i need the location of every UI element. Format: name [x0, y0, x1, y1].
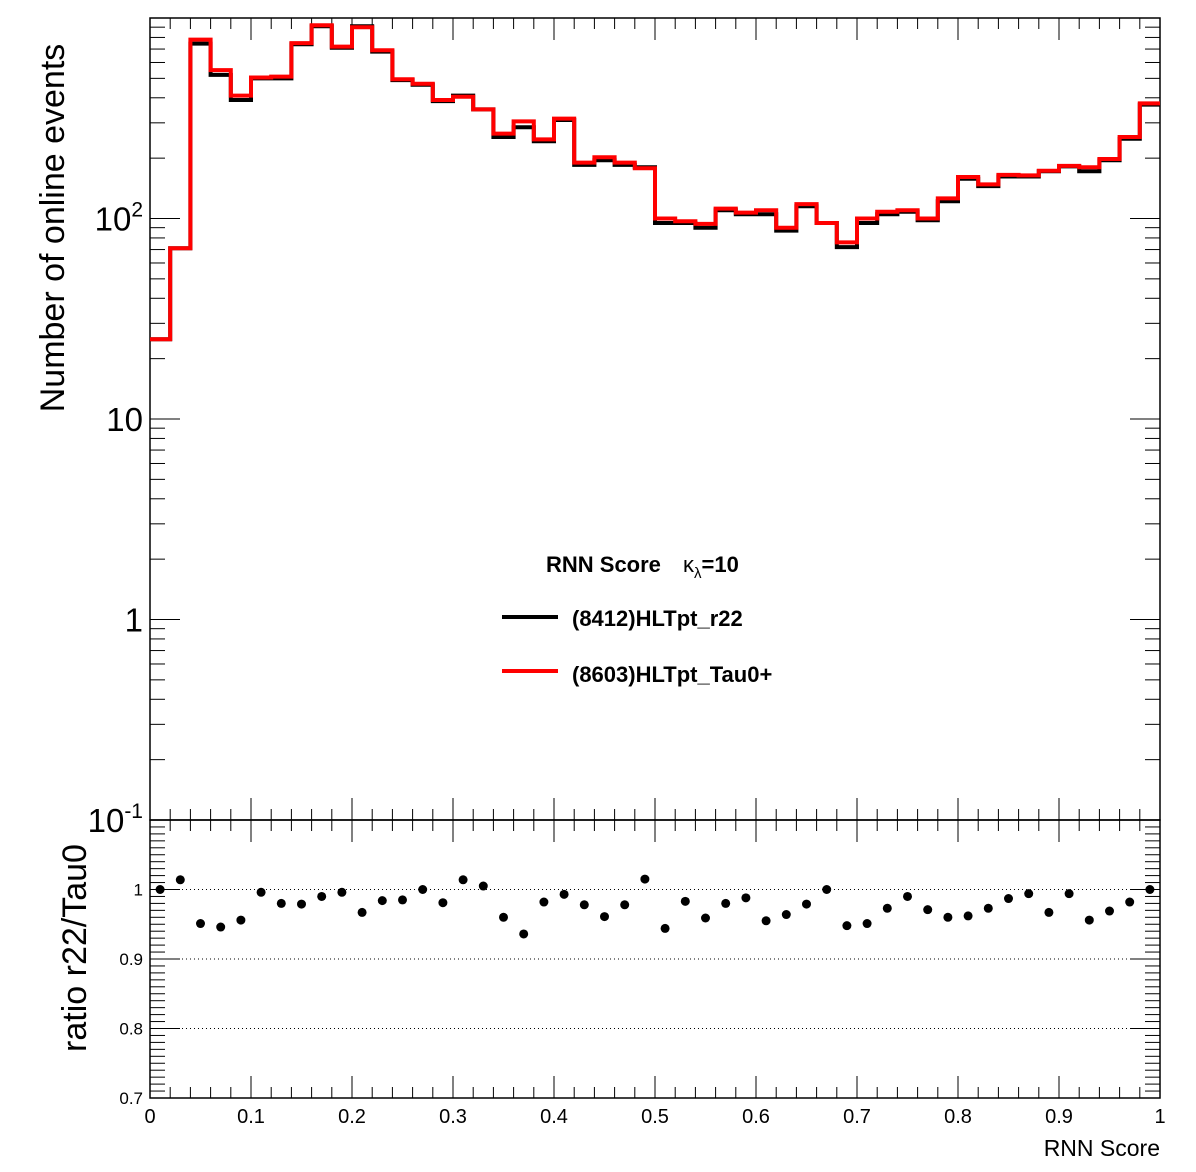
ratio-point [1105, 906, 1114, 916]
ratio-point [640, 874, 650, 884]
ratio-point [680, 896, 690, 906]
ratio-point [1125, 897, 1135, 907]
main-y-tick-labels: 10-1 1 10 102 [88, 199, 143, 840]
ratio-y-tick-label: 0.9 [119, 950, 143, 969]
ratio-point [620, 900, 630, 910]
ratio-x-tick-labels: 0 0.1 0.2 0.3 0.4 0.5 0.6 0.7 0.8 0.9 1 [144, 1106, 1165, 1128]
main-y-tick-label: 10 [106, 401, 143, 438]
ratio-point [1064, 889, 1074, 899]
ratio-point [882, 903, 892, 913]
ratio-point [741, 893, 751, 903]
ratio-x-tick-label: 0.6 [742, 1106, 770, 1128]
ratio-point [822, 885, 832, 894]
ratio-point [458, 875, 468, 885]
legend-kappa-value: =10 [702, 552, 739, 577]
ratio-point [701, 913, 710, 923]
ratio-points-group [155, 874, 1155, 939]
main-y-tick-label: 1 [125, 602, 143, 639]
ratio-point [1024, 889, 1034, 899]
ratio-point [539, 897, 549, 907]
main-series-group [150, 23, 1160, 342]
ratio-point [862, 919, 872, 929]
ratio-y-tick-label: 0.7 [119, 1089, 143, 1108]
ratio-point [781, 910, 791, 920]
ratio-x-tick-label: 0.9 [1045, 1106, 1073, 1128]
ratio-x-tick-label: 0.5 [641, 1106, 669, 1128]
ratio-point [761, 916, 771, 926]
ratio-point [499, 912, 508, 922]
ratio-y-tick-label: 0.8 [119, 1020, 143, 1039]
ratio-point [276, 898, 286, 908]
ratio-point [721, 898, 731, 908]
main-y-tick-label: 10-1 [88, 800, 143, 839]
ratio-point [983, 903, 993, 913]
ratio-point [559, 889, 569, 899]
legend-lambda-subscript: λ [694, 565, 702, 582]
ratio-point [943, 912, 953, 922]
ratio-y-tick-label: 1 [134, 881, 143, 900]
ratio-point [175, 875, 185, 885]
ratio-point [519, 929, 529, 939]
legend: RNN Score κλ=10 (8412)HLTpt_r22 (8603)HL… [502, 552, 772, 687]
ratio-x-tick-label: 0.1 [237, 1106, 265, 1128]
ratio-point [418, 885, 428, 894]
legend-title-text: RNN Score [546, 552, 661, 577]
ratio-point [963, 911, 973, 921]
ratio-grid [150, 889, 1160, 1029]
ratio-x-tick-label: 0.2 [338, 1106, 366, 1128]
ratio-axis-ticks [149, 819, 1161, 1099]
ratio-point [842, 921, 852, 931]
main-axis-ticks [149, 18, 1161, 821]
ratio-point [1145, 885, 1155, 894]
ratio-point [337, 887, 347, 897]
ratio-point [600, 912, 609, 922]
ratio-point [1004, 894, 1013, 904]
ratio-point [923, 905, 933, 915]
ratio-point [438, 898, 448, 908]
legend-label-r22: (8412)HLTpt_r22 [572, 606, 743, 631]
ratio-x-tick-label: 0.3 [439, 1106, 467, 1128]
ratio-point [660, 923, 670, 933]
legend-title: RNN Score κλ=10 [546, 552, 739, 582]
ratio-point [256, 887, 266, 897]
ratio-x-tick-label: 0.7 [843, 1106, 871, 1128]
ratio-point [478, 881, 488, 891]
ratio-point [155, 885, 165, 894]
legend-label-tau0: (8603)HLTpt_Tau0+ [572, 662, 772, 687]
ratio-x-tick-label: 0.8 [944, 1106, 972, 1128]
ratio-point [579, 900, 589, 910]
ratio-point [1084, 915, 1094, 925]
ratio-point [196, 919, 205, 929]
ratio-x-tick-label: 0 [144, 1106, 155, 1128]
ratio-y-axis-title: ratio r22/Tau0 [56, 844, 94, 1052]
ratio-x-tick-label: 1 [1154, 1106, 1165, 1128]
series-line-tau0 [150, 23, 1160, 342]
ratio-point [398, 895, 407, 905]
main-y-tick-label: 102 [95, 199, 143, 238]
ratio-point [216, 922, 226, 932]
ratio-y-tick-labels: 0.7 0.8 0.9 1 [119, 881, 143, 1109]
ratio-point [1044, 907, 1054, 917]
ratio-x-tick-label: 0.4 [540, 1106, 568, 1128]
ratio-point [236, 915, 246, 925]
main-y-axis-title: Number of online events [34, 44, 72, 413]
ratio-point [903, 891, 912, 901]
ratio-point [317, 891, 327, 901]
legend-kappa-symbol: κ [683, 552, 695, 577]
ratio-point [297, 899, 306, 909]
ratio-x-axis-title: RNN Score [1044, 1135, 1160, 1161]
main-plot-frame [149, 17, 1161, 821]
ratio-point [802, 899, 811, 909]
ratio-point [377, 896, 387, 906]
ratio-point [357, 907, 367, 917]
